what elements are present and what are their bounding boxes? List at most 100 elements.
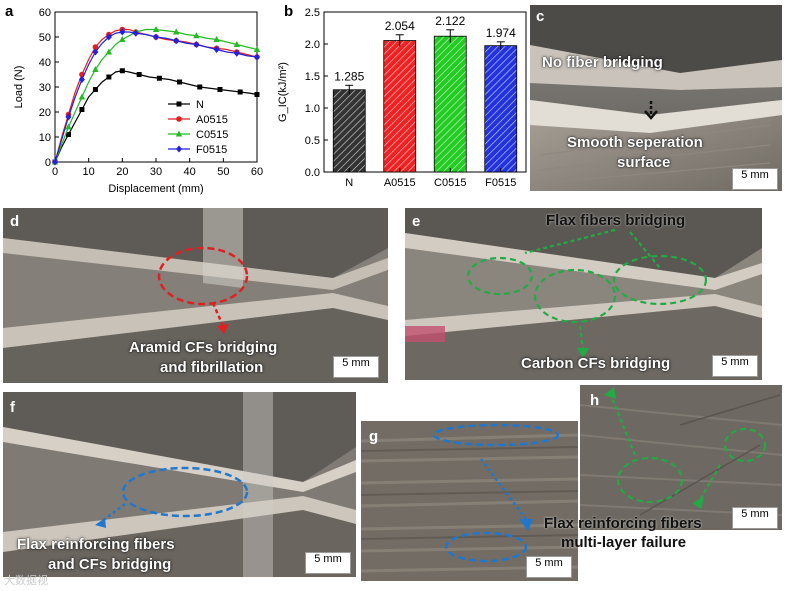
data-point-n <box>106 74 112 80</box>
data-point-f0515 <box>233 49 240 57</box>
x-tick-label: F0515 <box>485 177 516 189</box>
data-point-c0515 <box>65 123 72 130</box>
y-axis-label: G_IC(kJ/m²) <box>277 62 289 122</box>
panel-f-label: f <box>10 399 15 416</box>
data-point-c0515 <box>105 48 113 55</box>
data-point-f0515 <box>213 46 220 53</box>
cfs-bridging-caption: and CFs bridging <box>48 556 172 573</box>
legend-marker <box>176 101 182 107</box>
multi-layer-caption-line2: multi-layer failure <box>561 534 687 551</box>
data-point-f0515 <box>153 33 159 41</box>
fibrillation-caption: and fibrillation <box>160 359 264 376</box>
panel-b-gic-chart: 0.0 0.5 1.0 1.5 2.0 2.5 G_IC(kJ/m²) 1.285 N 2.054… <box>268 0 530 200</box>
data-point-n <box>217 87 223 92</box>
data-point-c0515 <box>92 66 99 72</box>
legend-marker <box>176 116 182 122</box>
bar-n <box>332 89 366 173</box>
scale-bar-f-text: 5 mm <box>314 553 342 565</box>
legend-label: N <box>196 99 204 111</box>
data-point-c0515 <box>213 36 220 42</box>
data-point-n <box>79 107 85 112</box>
scale-bar-h: 5 mm <box>732 507 778 529</box>
y-tick-label: 0.5 <box>305 135 320 147</box>
scale-bar-f: 5 mm <box>305 552 351 574</box>
scale-bar-e-text: 5 mm <box>721 356 749 368</box>
specimen-photo-f <box>3 392 356 577</box>
x-tick-label: 10 <box>83 166 95 178</box>
aramid-bridging-caption: Aramid CFs bridging <box>129 339 278 356</box>
data-point-c0515 <box>233 41 240 47</box>
x-tick-label: N <box>345 177 353 189</box>
value-label: 2.054 <box>385 19 415 33</box>
data-point-c0515 <box>193 32 200 39</box>
y-axis-label: Load (N) <box>13 66 25 109</box>
y-tick-label: 1.5 <box>305 71 320 83</box>
panel-d-photo: d Aramid CFs bridging and fibrillation 5… <box>3 208 388 383</box>
data-point-n <box>197 84 203 90</box>
panel-e-photo: e Flax fibers bridging Carbon CFs bridgi… <box>405 208 762 380</box>
legend-marker <box>175 130 183 137</box>
panel-c-photo: c No fiber bridging Smooth seperation su… <box>530 5 782 191</box>
data-point-c0515 <box>119 36 126 42</box>
scale-bar-g-text: 5 mm <box>535 557 563 569</box>
x-tick-label: 0 <box>52 166 58 178</box>
specimen-photo-c <box>530 5 782 191</box>
y-tick-label: 10 <box>39 132 51 144</box>
no-fiber-bridging-caption: No fiber bridging <box>542 54 663 71</box>
data-point-c0515 <box>173 28 180 35</box>
multi-layer-caption-line1: Flax reinforcing fibers <box>544 515 702 532</box>
data-point-n <box>119 68 125 74</box>
y-tick-label: 50 <box>39 32 51 44</box>
data-point-n <box>177 79 183 85</box>
data-point-f0515 <box>52 158 58 166</box>
surface-caption: surface <box>617 154 671 171</box>
watermark-text: 大数据视 <box>4 575 48 587</box>
scale-bar-d: 5 mm <box>333 356 379 378</box>
scale-bar-h-text: 5 mm <box>741 508 769 520</box>
series-line-a0515 <box>54 28 258 163</box>
data-point-n <box>65 132 71 137</box>
panel-a-label: a <box>5 3 14 20</box>
y-tick-label: 2.0 <box>305 39 320 51</box>
data-point-f0515 <box>92 48 99 56</box>
panel-e-label: e <box>412 213 421 230</box>
data-point-a0515 <box>92 44 99 50</box>
flax-fibers-bridging-caption: Flax fibers bridging <box>546 212 686 229</box>
specimen-photo-d <box>3 208 388 383</box>
y-tick-label: 0 <box>45 157 51 169</box>
panel-d-label: d <box>10 213 20 230</box>
panel-h-label: h <box>590 392 600 409</box>
panel-g-photo: g 5 mm <box>361 421 578 581</box>
legend-label: F0515 <box>196 144 227 156</box>
fracture-surface-photo-g <box>361 421 578 581</box>
gic-bar-chart: 0.0 0.5 1.0 1.5 2.0 2.5 G_IC(kJ/m²) 1.285 N 2.054… <box>277 7 527 189</box>
x-tick-label: C0515 <box>434 177 466 189</box>
bar-f0515 <box>484 45 518 173</box>
x-tick-label: 50 <box>217 166 229 178</box>
value-label: 2.122 <box>435 14 465 28</box>
data-point-f0515 <box>132 29 139 37</box>
data-point-f0515 <box>119 28 126 36</box>
series-line-f0515 <box>54 31 258 163</box>
panel-b-label: b <box>284 3 294 20</box>
y-tick-label: 60 <box>39 7 51 19</box>
panel-g-label: g <box>369 428 379 445</box>
data-point-n <box>254 92 260 97</box>
data-point-f0515 <box>173 37 180 45</box>
x-tick-label: 20 <box>116 166 128 178</box>
data-point-f0515 <box>65 113 72 121</box>
bar-a0515 <box>383 40 417 173</box>
data-point-c0515 <box>152 26 160 32</box>
flax-reinforcing-caption: Flax reinforcing fibers <box>17 536 175 553</box>
panel-a-load-chart: 0 10 20 30 40 50 60 0 10 20 30 40 50 60 Displacement (… <box>0 0 265 200</box>
bar-c0515 <box>433 35 467 173</box>
data-point-f0515 <box>78 76 85 83</box>
data-point-f0515 <box>105 33 112 41</box>
load-displacement-chart: 0 10 20 30 40 50 60 0 10 20 30 40 50 60 Displacement (… <box>13 7 263 195</box>
y-tick-label: 30 <box>39 82 51 94</box>
x-tick-label: 60 <box>251 166 263 178</box>
data-point-n <box>156 75 162 81</box>
x-axis-label: Displacement (mm) <box>108 183 203 195</box>
carbon-cfs-bridging-caption: Carbon CFs bridging <box>521 355 671 372</box>
y-tick-label: 0.0 <box>305 167 320 179</box>
